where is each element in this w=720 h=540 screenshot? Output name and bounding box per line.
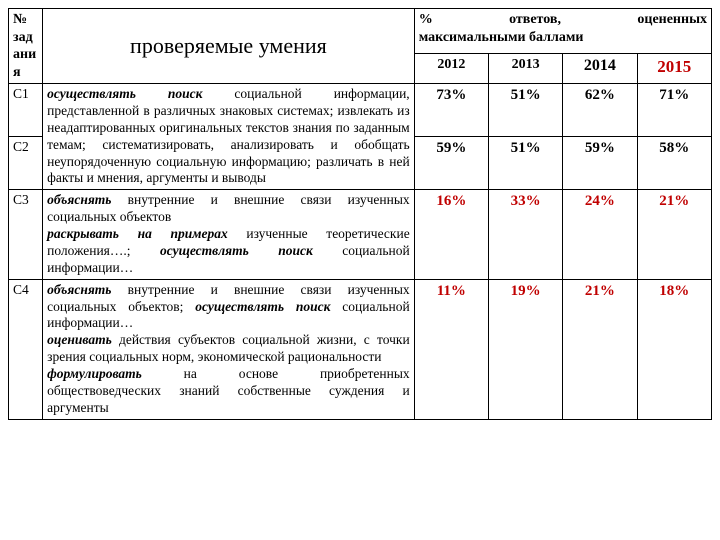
c4-2015: 18% [637, 279, 711, 419]
row-c4-skill: объяснять внутренние и внешние связи изу… [43, 279, 415, 419]
skill-text: объяснять [47, 282, 111, 297]
c2-2014: 59% [563, 137, 637, 190]
c3-2012: 16% [414, 190, 488, 279]
table-row: С3 объяснять внутренние и внешние связи … [9, 190, 712, 279]
skill-text: объяснять [47, 192, 111, 207]
c2-2013: 51% [488, 137, 562, 190]
skill-text: раскрывать на примерах [47, 226, 228, 241]
year-2014: 2014 [563, 54, 637, 84]
skills-table: № зад ани я проверяемые умения % ответов… [8, 8, 712, 420]
skill-text: осуществлять поиск [195, 299, 330, 314]
row-c3-num: С3 [9, 190, 43, 279]
c3-2014: 24% [563, 190, 637, 279]
skill-text: представленной в различных знаковых сист… [47, 103, 410, 186]
c4-2012: 11% [414, 279, 488, 419]
header-pct-line2: максимальными баллами [419, 29, 707, 47]
header-task-num: № зад ани я [9, 9, 43, 84]
c4-2013: 19% [488, 279, 562, 419]
c4-2014: 21% [563, 279, 637, 419]
skill-text: оценивать [47, 332, 112, 347]
header-skills-title: проверяемые умения [43, 9, 415, 84]
c1-2014: 62% [563, 84, 637, 137]
skill-text: социальной информации, [202, 86, 409, 101]
row-c4-num: С4 [9, 279, 43, 419]
row-c3-skill: объяснять внутренние и внешние связи изу… [43, 190, 415, 279]
year-2013: 2013 [488, 54, 562, 84]
year-2015: 2015 [637, 54, 711, 84]
skill-text: осуществлять поиск [160, 243, 313, 258]
row-c1c2-skill: осуществлять поиск социальной информации… [43, 84, 415, 190]
skill-text: осуществлять поиск [47, 86, 202, 101]
c1-2015: 71% [637, 84, 711, 137]
year-2012: 2012 [414, 54, 488, 84]
c2-2015: 58% [637, 137, 711, 190]
table-row: С4 объяснять внутренние и внешние связи … [9, 279, 712, 419]
c1-2012: 73% [414, 84, 488, 137]
skill-text: формулировать [47, 366, 142, 381]
header-pct-line1: % ответов, оцененных [419, 11, 707, 29]
header-pct-label: % ответов, оцененных максимальными балла… [414, 9, 711, 54]
table-row: С1 осуществлять поиск социальной информа… [9, 84, 712, 137]
row-c1-num: С1 [9, 84, 43, 137]
c1-2013: 51% [488, 84, 562, 137]
c3-2013: 33% [488, 190, 562, 279]
c2-2012: 59% [414, 137, 488, 190]
row-c2-num: С2 [9, 137, 43, 190]
c3-2015: 21% [637, 190, 711, 279]
